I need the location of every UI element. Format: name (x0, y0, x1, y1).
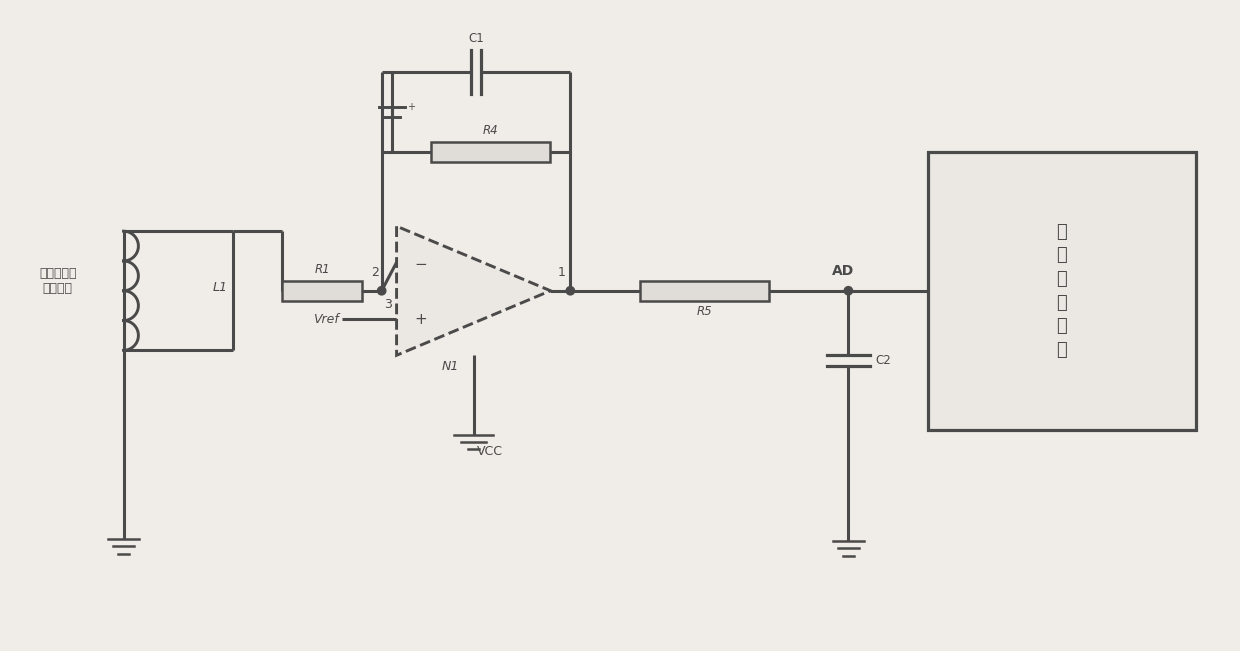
Text: 电流互感器
二次线圈: 电流互感器 二次线圈 (40, 267, 77, 295)
Text: $-$: $-$ (414, 255, 428, 270)
Text: R1: R1 (314, 263, 330, 276)
Circle shape (567, 286, 574, 295)
Text: AD: AD (832, 264, 854, 278)
Bar (928, 152, 1195, 430)
Text: 3: 3 (383, 298, 392, 311)
Text: L1: L1 (213, 281, 228, 294)
Polygon shape (397, 226, 551, 355)
Text: VCC: VCC (476, 445, 502, 458)
Text: N1: N1 (441, 360, 459, 373)
Text: 1: 1 (558, 266, 565, 279)
Bar (432, 142, 551, 161)
Bar (283, 281, 362, 301)
Text: Vref: Vref (314, 312, 339, 326)
Text: 微
处
理
器
电
路: 微 处 理 器 电 路 (1056, 223, 1068, 359)
Text: 2: 2 (371, 266, 378, 279)
Text: C2: C2 (875, 353, 892, 367)
Circle shape (377, 286, 386, 295)
Circle shape (844, 286, 853, 295)
Text: +: + (408, 102, 415, 112)
Text: $+$: $+$ (414, 312, 428, 327)
Bar (640, 281, 769, 301)
Text: R4: R4 (484, 124, 498, 137)
Text: C1: C1 (469, 33, 484, 46)
Text: R5: R5 (697, 305, 712, 318)
